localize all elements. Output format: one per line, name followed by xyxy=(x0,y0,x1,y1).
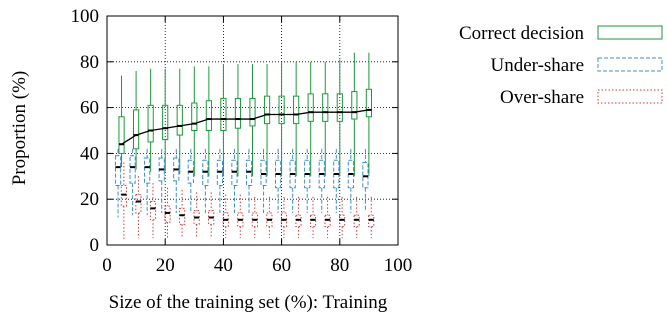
box xyxy=(368,214,375,228)
box xyxy=(353,214,360,228)
box xyxy=(120,184,127,207)
box xyxy=(339,214,346,228)
box xyxy=(234,97,242,129)
box xyxy=(144,157,151,184)
box xyxy=(202,159,209,186)
box xyxy=(249,97,256,127)
box xyxy=(129,155,136,184)
median-trend-line xyxy=(121,109,370,145)
axis-ticks: 0 20 40 60 80 100 0 20 40 60 80 100 xyxy=(71,6,413,276)
box xyxy=(324,214,331,228)
box xyxy=(260,159,267,186)
plot-border xyxy=(106,15,399,246)
box xyxy=(191,102,198,131)
box xyxy=(280,212,288,228)
legend-label: Correct decision xyxy=(459,23,585,44)
box xyxy=(220,97,227,132)
box xyxy=(362,162,369,189)
box xyxy=(205,100,212,132)
y-tick-label: 20 xyxy=(80,189,99,210)
x-tick-label: 40 xyxy=(214,255,233,276)
series-under-share xyxy=(114,148,369,218)
box-plot-series xyxy=(114,52,375,241)
box xyxy=(176,104,183,136)
legend-swatch xyxy=(597,89,663,104)
y-tick-label: 60 xyxy=(80,98,99,119)
x-tick-label: 100 xyxy=(384,255,413,276)
y-axis-label: Proportion (%) xyxy=(9,71,30,186)
box xyxy=(193,210,200,225)
x-axis-label: Size of the training set (%): Training xyxy=(109,292,388,313)
box xyxy=(135,194,142,214)
x-tick-label: 60 xyxy=(272,255,291,276)
box xyxy=(216,159,224,186)
box xyxy=(162,104,169,141)
box xyxy=(293,95,300,125)
box xyxy=(278,95,285,125)
plot-frame xyxy=(106,15,399,246)
x-tick-label: 80 xyxy=(330,255,349,276)
series-correct-decision xyxy=(118,52,372,177)
box xyxy=(208,210,215,225)
box xyxy=(222,212,229,228)
box xyxy=(251,212,258,228)
x-tick-label: 0 xyxy=(102,255,112,276)
box xyxy=(231,159,238,186)
box xyxy=(336,93,343,122)
box xyxy=(266,212,273,228)
legend-swatch xyxy=(597,57,663,72)
box xyxy=(114,155,122,186)
x-tick-label: 20 xyxy=(156,255,175,276)
box xyxy=(147,104,154,143)
box xyxy=(295,214,302,228)
box xyxy=(149,200,157,221)
box xyxy=(365,88,372,118)
y-tick-label: 0 xyxy=(90,235,100,256)
legend-label: Over-share xyxy=(500,87,584,108)
box xyxy=(237,212,244,228)
box xyxy=(351,91,358,120)
y-tick-label: 80 xyxy=(80,52,99,73)
box xyxy=(178,207,186,225)
series-over-share xyxy=(120,162,375,241)
y-tick-label: 100 xyxy=(71,6,100,27)
box xyxy=(322,93,329,122)
box xyxy=(309,214,317,228)
box xyxy=(164,205,171,223)
box xyxy=(133,109,140,150)
box xyxy=(245,159,253,186)
y-tick-label: 40 xyxy=(80,143,99,164)
legend: Correct decision Under-share Over-share xyxy=(459,23,663,108)
legend-label: Under-share xyxy=(490,55,584,76)
box xyxy=(118,116,125,154)
legend-swatch xyxy=(597,25,663,40)
box xyxy=(263,95,271,125)
box xyxy=(307,93,314,122)
